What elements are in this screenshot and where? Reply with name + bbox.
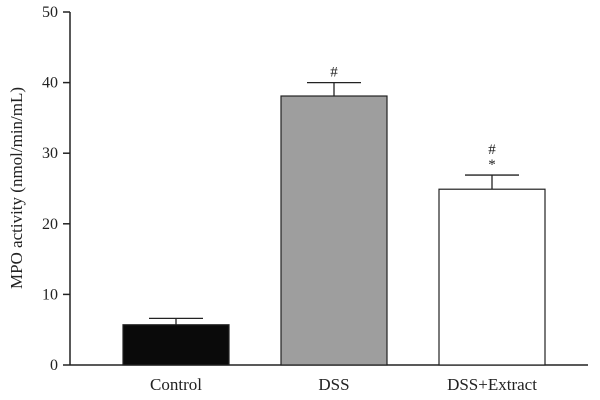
- y-tick-label: 40: [42, 75, 58, 92]
- y-tick-label: 20: [42, 216, 58, 233]
- y-ticks: 0 10 20 30 40 50: [42, 4, 70, 374]
- category-labels: Control DSS DSS+Extract: [150, 375, 537, 394]
- bar: [438, 188, 546, 366]
- bars: #*#: [122, 65, 546, 366]
- y-axis-label: MPO activity (nmol/min/mL): [7, 87, 26, 289]
- category-label: DSS: [318, 375, 349, 394]
- category-label: Control: [150, 375, 202, 394]
- y-tick-label: 0: [50, 357, 58, 374]
- y-tick-label: 30: [42, 145, 58, 162]
- bar: [122, 324, 230, 366]
- bar: [280, 95, 388, 366]
- y-tick-label: 10: [42, 286, 58, 303]
- significance-marker: #: [488, 142, 496, 158]
- significance-marker: *: [488, 157, 496, 173]
- y-tick-label: 50: [42, 4, 58, 21]
- category-label: DSS+Extract: [447, 375, 537, 394]
- significance-marker: #: [330, 65, 338, 81]
